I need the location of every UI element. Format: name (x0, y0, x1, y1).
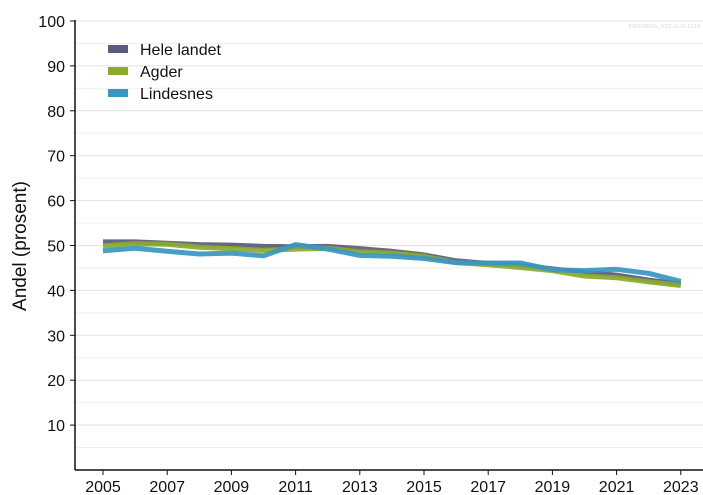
series-line-agder (102, 241, 682, 288)
y-tick-label: 60 (47, 194, 65, 211)
legend-label-agder: Agder (140, 64, 183, 81)
y-tick-label: 90 (47, 59, 65, 76)
x-tick-label: 2017 (470, 479, 506, 495)
grid-layer (75, 20, 703, 449)
y-axis-ticks: 10 20 30 40 50 60 70 80 90 100 (38, 14, 75, 435)
x-tick-label: 2007 (149, 479, 185, 495)
legend-swatch-hele-landet (108, 45, 128, 53)
series-layer (102, 239, 682, 288)
x-tick-label: 2015 (406, 479, 442, 495)
x-tick-label: 2023 (663, 479, 699, 495)
series-line-lindesnes (102, 242, 682, 284)
legend: Hele landet Agder Lindesnes (108, 42, 222, 103)
y-axis-title: Andel (prosent) (10, 181, 31, 311)
watermark-text: ESPEN/KOS_2023-11-15-13-18 (629, 24, 701, 30)
legend-swatch-lindesnes (108, 89, 128, 97)
x-tick-label: 2019 (535, 479, 571, 495)
y-tick-label: 50 (47, 239, 65, 256)
x-tick-label: 2013 (342, 479, 378, 495)
x-tick-label: 2021 (599, 479, 635, 495)
y-tick-label: 100 (38, 14, 65, 31)
y-tick-label: 20 (47, 373, 65, 390)
x-tick-label: 2011 (278, 479, 313, 495)
y-tick-label: 30 (47, 328, 65, 345)
y-tick-label: 40 (47, 283, 65, 300)
legend-label-lindesnes: Lindesnes (140, 86, 213, 103)
x-axis-ticks: 2005 2007 2009 2011 2013 2015 2017 2019 2021 2023 (85, 470, 699, 495)
legend-label-hele-landet: Hele landet (140, 42, 222, 59)
legend-swatch-agder (108, 67, 128, 75)
x-tick-label: 2005 (85, 479, 121, 495)
y-tick-label: 70 (47, 149, 65, 166)
y-tick-label: 10 (47, 418, 65, 435)
x-tick-label: 2009 (214, 479, 250, 495)
y-tick-label: 80 (47, 104, 65, 121)
